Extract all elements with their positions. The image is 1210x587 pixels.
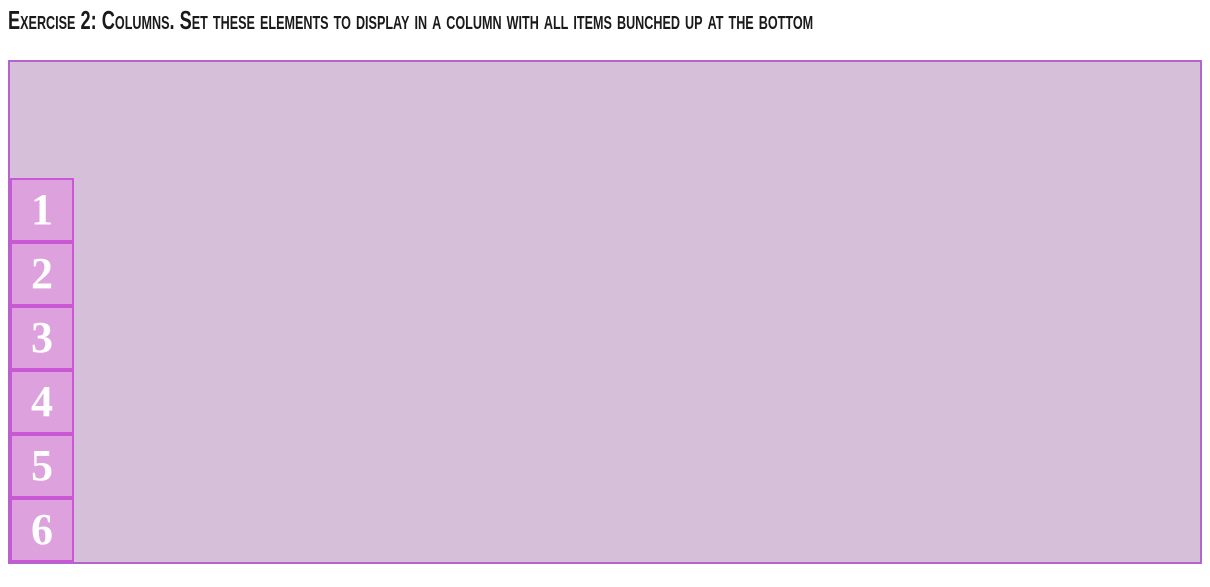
flex-item-6: 6 <box>10 498 74 562</box>
flex-item-4: 4 <box>10 370 74 434</box>
flex-item-3: 3 <box>10 306 74 370</box>
flex-item-5: 5 <box>10 434 74 498</box>
flex-item-2: 2 <box>10 242 74 306</box>
flex-column-container: 1 2 3 4 5 6 <box>8 60 1202 564</box>
exercise-heading: Exercise 2: Columns. Set these elements … <box>8 5 814 35</box>
flex-item-1: 1 <box>10 178 74 242</box>
